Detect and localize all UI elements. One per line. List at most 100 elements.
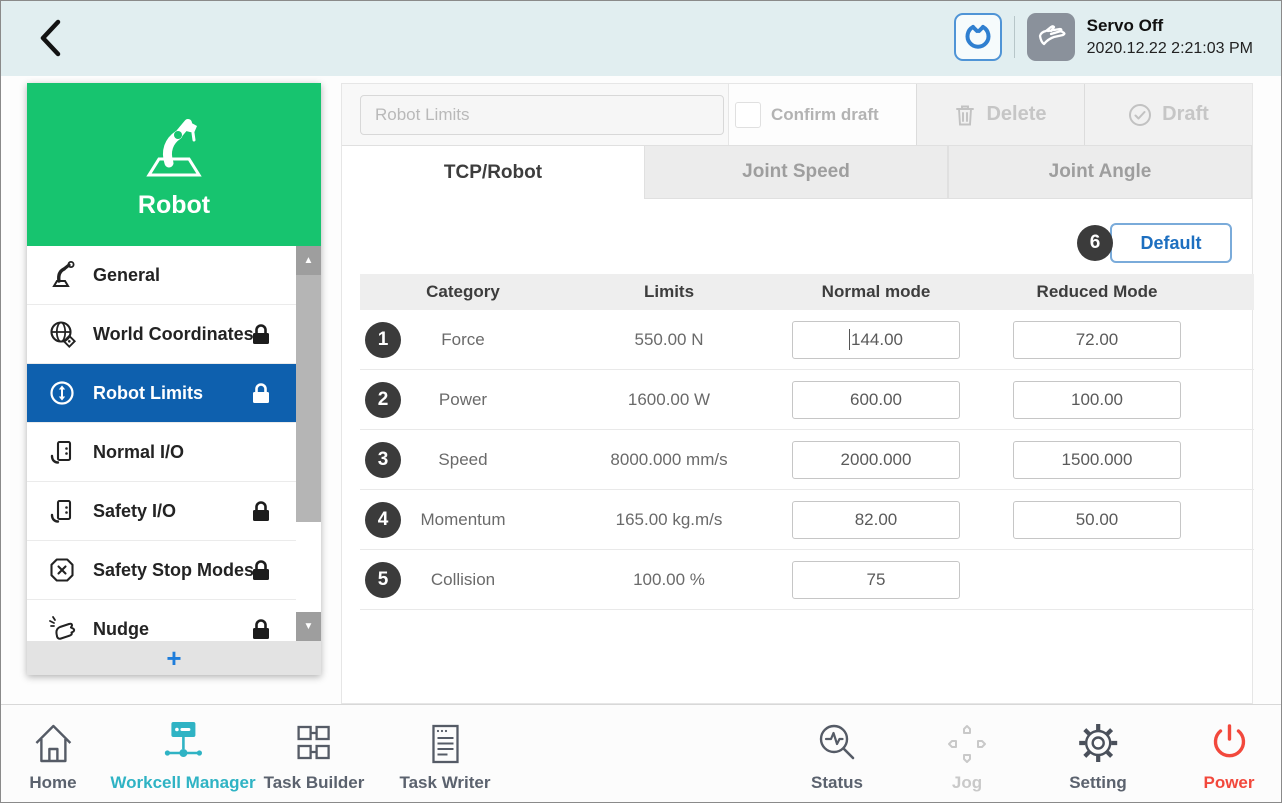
callout-badge-4: 4 [365, 501, 401, 538]
limits-tabs: TCP/Robot Joint Speed Joint Angle [342, 146, 1252, 199]
sidebar-item-safety-io[interactable]: Safety I/O [27, 482, 321, 541]
category-cell: Force [441, 329, 485, 349]
force-reduced-input[interactable]: 72.00 [1013, 320, 1181, 359]
sidebar-item-nudge[interactable]: Nudge [27, 600, 321, 641]
item-name-input[interactable] [360, 94, 724, 135]
col-header-category: Category [426, 282, 500, 301]
callout-badge-3: 3 [365, 441, 401, 478]
sidebar-item-robot-limits[interactable]: Robot Limits [27, 364, 321, 423]
callout-badge-6: 6 [1077, 225, 1113, 261]
hand-icon [1038, 25, 1066, 46]
add-workcell-item-button[interactable]: + [27, 641, 321, 675]
home-icon [35, 724, 71, 763]
servo-status: Servo Off [1086, 15, 1164, 35]
default-button[interactable]: Default [1110, 223, 1232, 263]
category-cell: Collision [430, 569, 496, 589]
category-cell: Power [438, 389, 488, 409]
table-row-speed: 3 Speed 8000.000 mm/s 2000.000 1500.000 [360, 430, 1254, 490]
power-icon [1213, 724, 1245, 758]
status-icon [819, 724, 855, 760]
trash-icon [956, 105, 975, 125]
nav-status[interactable]: Status [811, 715, 863, 793]
check-circle-icon [1129, 103, 1152, 126]
scrollbar-thumb[interactable] [296, 275, 321, 522]
momentum-normal-input[interactable]: 82.00 [792, 500, 960, 539]
callout-badge-1: 1 [365, 321, 401, 358]
sidebar-item-world-coordinates[interactable]: World Coordinates [27, 305, 321, 364]
speed-normal-input[interactable]: 2000.000 [792, 440, 960, 479]
safety-stop-modes-icon [50, 558, 74, 582]
nav-label: Home [29, 773, 77, 792]
sidebar-item-label: General [93, 264, 161, 285]
general-icon [52, 261, 75, 287]
nav-task-writer[interactable]: Task Writer [399, 715, 491, 793]
sidebar-item-label: Nudge [93, 618, 149, 639]
workcell-manager-icon [164, 722, 202, 757]
collision-normal-input[interactable]: 75 [792, 560, 960, 599]
force-normal-input[interactable]: 144.00 [792, 320, 960, 359]
tab-joint-angle[interactable]: Joint Angle [948, 146, 1252, 199]
tab-tcp-robot[interactable]: TCP/Robot [342, 146, 644, 199]
power-normal-input[interactable]: 600.00 [792, 380, 960, 419]
task-writer-icon [431, 724, 459, 764]
scroll-down-button[interactable]: ▼ [296, 612, 321, 641]
draft-button[interactable]: Draft [1084, 84, 1252, 145]
confirm-draft-label: Confirm draft [771, 104, 879, 124]
callout-badge-5: 5 [365, 561, 401, 598]
confirm-draft-checkbox[interactable] [735, 101, 761, 128]
scroll-up-button[interactable]: ▲ [296, 246, 321, 275]
speed-reduced-input[interactable]: 1500.000 [1013, 440, 1181, 479]
nav-jog: Jog [944, 715, 990, 793]
top-divider [1013, 16, 1015, 58]
col-header-limits: Limits [643, 282, 695, 301]
bottom-nav: Home Workcell Manager [1, 704, 1281, 802]
setting-icon [1078, 724, 1117, 762]
nav-workcell-manager[interactable]: Workcell Manager [110, 715, 256, 793]
callout-badge-2: 2 [365, 381, 401, 418]
sidebar-menu: General World Coordinates [27, 246, 321, 641]
lock-icon [253, 560, 269, 580]
nav-label: Status [811, 773, 863, 792]
momentum-reduced-input[interactable]: 50.00 [1013, 500, 1181, 539]
table-row-collision: 5 Collision 100.00 % 75 [360, 550, 1254, 610]
sidebar-scrollbar[interactable]: ▲ ▼ [296, 246, 321, 641]
nav-setting[interactable]: Setting [1069, 715, 1127, 793]
workcell-sidebar: Robot General W [27, 83, 321, 675]
tcp-robot-content: 6 Default Category Limits Normal mode Re… [342, 199, 1254, 703]
sidebar-item-normal-io[interactable]: Normal I/O [27, 423, 321, 482]
back-chevron-icon [40, 19, 61, 57]
gripper-mode-button[interactable] [953, 13, 1002, 61]
limit-cell: 8000.000 mm/s [610, 449, 728, 469]
nav-label: Power [1203, 773, 1255, 792]
delete-label: Delete [986, 103, 1047, 125]
nav-label: Jog [951, 773, 983, 792]
status-timestamp: 2020.12.22 2:21:03 PM [1086, 39, 1253, 57]
table-row-momentum: 4 Momentum 165.00 kg.m/s 82.00 50.00 [360, 490, 1254, 550]
sidebar-item-label: Robot Limits [93, 382, 203, 403]
power-reduced-input[interactable]: 100.00 [1013, 380, 1181, 419]
robot-limits-icon [50, 381, 74, 405]
back-button[interactable] [31, 16, 75, 60]
sidebar-item-general[interactable]: General [27, 246, 321, 305]
sidebar-item-safety-stop-modes[interactable]: Safety Stop Modes [27, 541, 321, 600]
safety-io-icon [50, 499, 72, 523]
normal-io-icon [50, 440, 72, 464]
lock-icon [253, 619, 269, 639]
draft-label: Draft [1162, 103, 1209, 125]
manual-mode-indicator[interactable] [1026, 13, 1075, 61]
table-header-row: Category Limits Normal mode Reduced Mode [360, 274, 1254, 310]
nav-label: Task Builder [263, 773, 365, 792]
robot-icon [146, 119, 202, 177]
nav-task-builder[interactable]: Task Builder [263, 715, 365, 793]
world-coordinates-icon [50, 321, 77, 349]
sidebar-header-robot[interactable]: Robot [27, 83, 321, 246]
lock-icon [253, 324, 269, 344]
jog-icon [948, 725, 986, 763]
robot-limits-panel: Confirm draft Delete Draft TCP/Robot Joi… [341, 83, 1254, 704]
nav-power[interactable]: Power [1203, 715, 1255, 793]
delete-button[interactable]: Delete [916, 84, 1084, 145]
gripper-icon [965, 25, 991, 49]
nav-home[interactable]: Home [29, 715, 77, 793]
tab-joint-speed[interactable]: Joint Speed [644, 146, 948, 199]
